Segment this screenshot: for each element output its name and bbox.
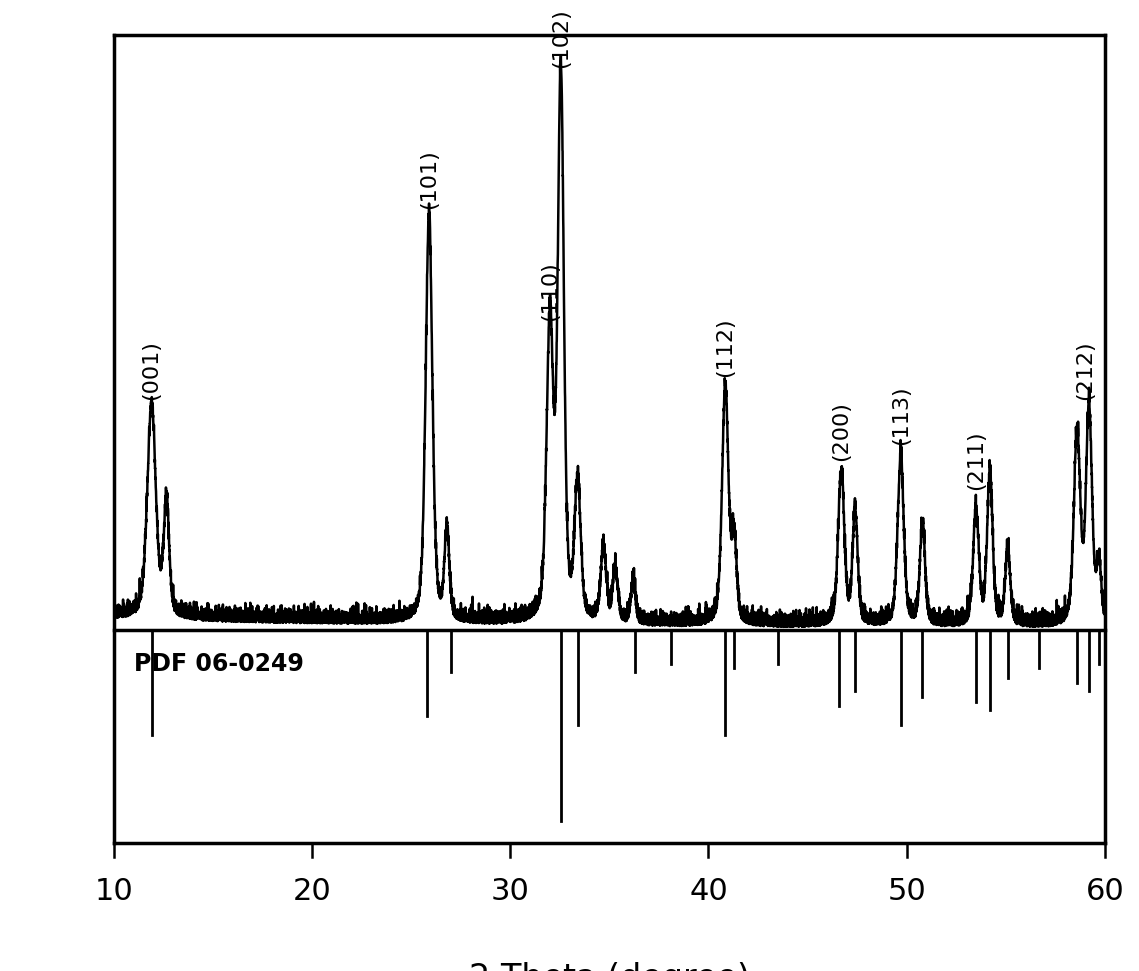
Text: 30: 30 xyxy=(491,877,530,906)
Text: (102): (102) xyxy=(551,9,571,68)
Text: (101): (101) xyxy=(419,149,439,209)
Text: (110): (110) xyxy=(540,261,560,321)
Text: (212): (212) xyxy=(1075,340,1095,400)
Text: (112): (112) xyxy=(715,318,736,378)
Text: 40: 40 xyxy=(689,877,728,906)
Text: (211): (211) xyxy=(966,430,986,489)
Text: PDF 06-0249: PDF 06-0249 xyxy=(133,653,304,677)
Text: (001): (001) xyxy=(141,340,162,400)
Text: (200): (200) xyxy=(831,402,851,461)
Text: 10: 10 xyxy=(95,877,133,906)
Text: 60: 60 xyxy=(1085,877,1124,906)
Text: (113): (113) xyxy=(891,385,911,445)
Text: 2 Theta (degree): 2 Theta (degree) xyxy=(469,961,749,971)
Text: 20: 20 xyxy=(293,877,331,906)
Text: 50: 50 xyxy=(887,877,926,906)
